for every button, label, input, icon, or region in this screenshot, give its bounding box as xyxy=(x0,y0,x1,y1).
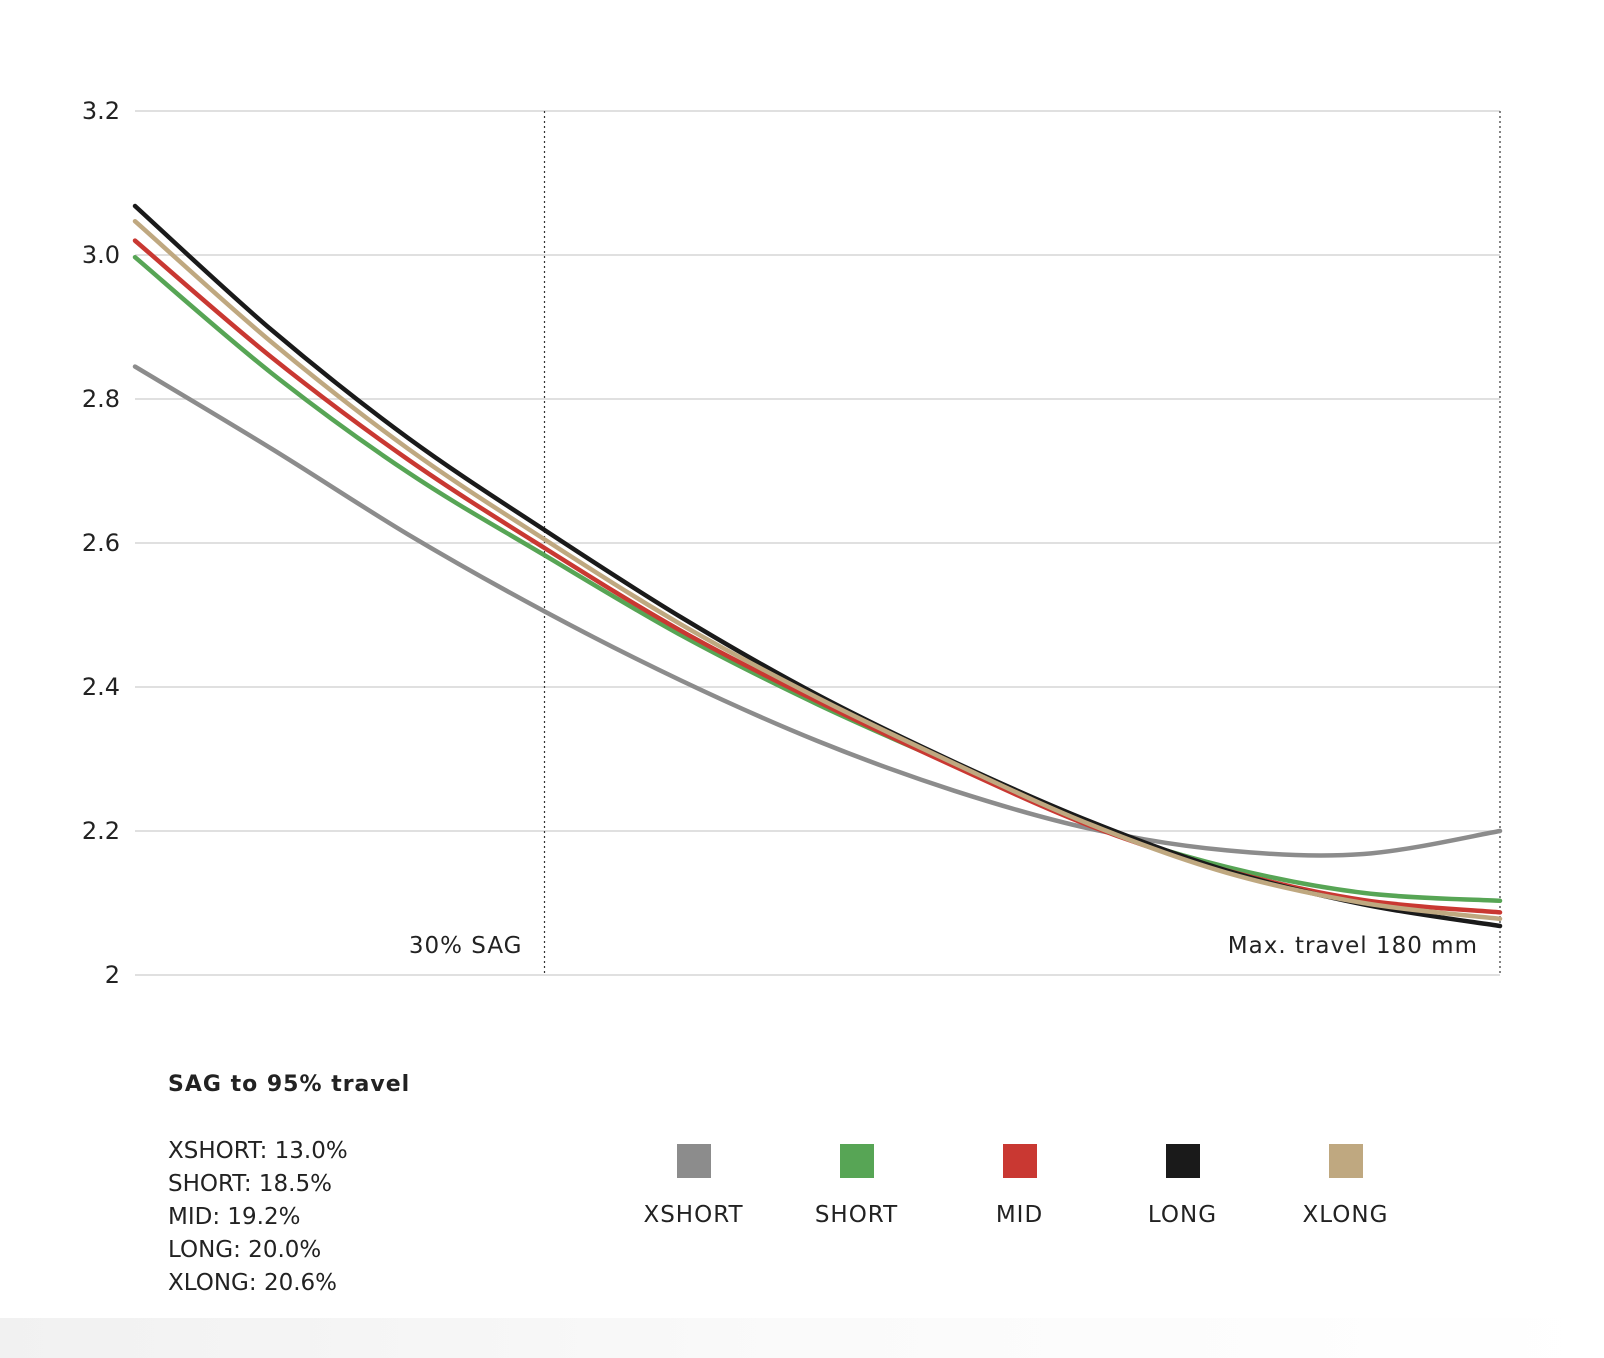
legend: XSHORT SHORT MID LONG XLONG xyxy=(612,1144,1427,1228)
legend-swatch-xshort xyxy=(677,1144,711,1178)
sag-value-short: SHORT: 18.5% xyxy=(168,1168,410,1201)
legend-swatch-short xyxy=(840,1144,874,1178)
annotations: 30% SAG Max. travel 180 mm xyxy=(409,933,1478,959)
annotation-label: Max. travel 180 mm xyxy=(1228,933,1478,959)
bottom-fade xyxy=(0,1318,1604,1358)
line-chart: 2 2.2 2.4 2.6 2.8 3.0 3.2 30% SAG Max. travel 1… xyxy=(0,0,1604,1040)
legend-swatch-xlong xyxy=(1329,1144,1363,1178)
y-tick-label: 2.2 xyxy=(82,817,120,845)
y-tick-label: 2.8 xyxy=(82,385,120,413)
annotation-label: 30% SAG xyxy=(409,933,523,959)
legend-item-mid: MID xyxy=(938,1144,1101,1228)
sag-panel-title: SAG to 95% travel xyxy=(168,1072,410,1097)
legend-label-long: LONG xyxy=(1148,1202,1217,1228)
legend-item-xlong: XLONG xyxy=(1264,1144,1427,1228)
legend-item-xshort: XSHORT xyxy=(612,1144,775,1228)
legend-swatch-long xyxy=(1166,1144,1200,1178)
legend-label-xlong: XLONG xyxy=(1303,1202,1389,1228)
sag-value-long: LONG: 20.0% xyxy=(168,1234,410,1267)
legend-label-short: SHORT xyxy=(815,1202,898,1228)
series-line-xlong xyxy=(135,221,1500,919)
sag-value-mid: MID: 19.2% xyxy=(168,1201,410,1234)
series-lines xyxy=(135,206,1500,926)
legend-item-short: SHORT xyxy=(775,1144,938,1228)
y-tick-label: 2 xyxy=(105,961,120,989)
legend-label-xshort: XSHORT xyxy=(643,1202,743,1228)
y-axis-ticks: 2 2.2 2.4 2.6 2.8 3.0 3.2 xyxy=(82,97,120,989)
y-tick-label: 2.6 xyxy=(82,529,120,557)
legend-item-long: LONG xyxy=(1101,1144,1264,1228)
series-line-mid xyxy=(135,241,1500,913)
series-line-xshort xyxy=(135,367,1500,856)
sag-value-xlong: XLONG: 20.6% xyxy=(168,1267,410,1300)
legend-label-mid: MID xyxy=(996,1202,1043,1228)
y-tick-label: 3.0 xyxy=(82,241,120,269)
series-line-long xyxy=(135,206,1500,926)
y-tick-label: 2.4 xyxy=(82,673,120,701)
sag-values-list: XSHORT: 13.0% SHORT: 18.5% MID: 19.2% LO… xyxy=(168,1135,410,1300)
legend-swatch-mid xyxy=(1003,1144,1037,1178)
grid-lines xyxy=(135,111,1500,975)
y-tick-label: 3.2 xyxy=(82,97,120,125)
sag-panel: SAG to 95% travel XSHORT: 13.0% SHORT: 1… xyxy=(168,1072,410,1300)
sag-value-xshort: XSHORT: 13.0% xyxy=(168,1135,410,1168)
series-line-short xyxy=(135,257,1500,901)
